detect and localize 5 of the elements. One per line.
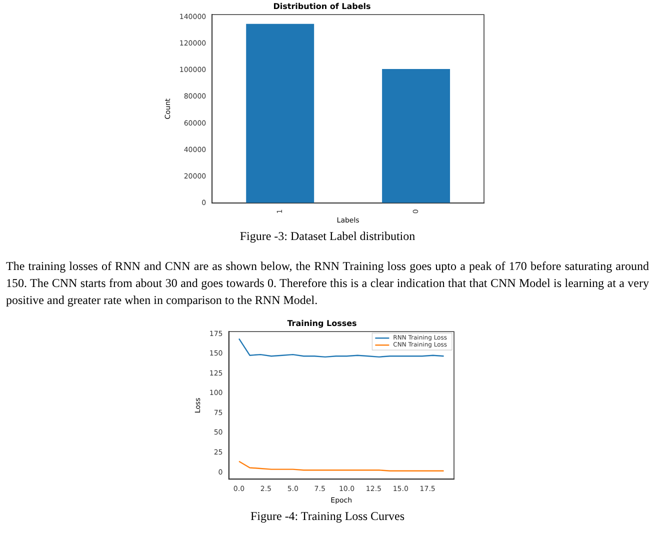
text: The training losses of RNN and CNN are as shown below, the RNN Training loss goes upto a peak of 170 before saturating around 150. The CNN starts from about 30 and goes towards 0. Therefore this is a clear indication that that CNN Model is learning at a very positive and greater rate when in comparison to the RNN Model.	[6, 258, 649, 309]
text: Figure -3: Dataset Label distribution	[238, 229, 416, 244]
chart-title: Distribution of Labels	[273, 2, 371, 11]
chart-title: Training Losses	[287, 318, 358, 328]
text: Figure -4: Training Loss Curves	[249, 509, 406, 524]
